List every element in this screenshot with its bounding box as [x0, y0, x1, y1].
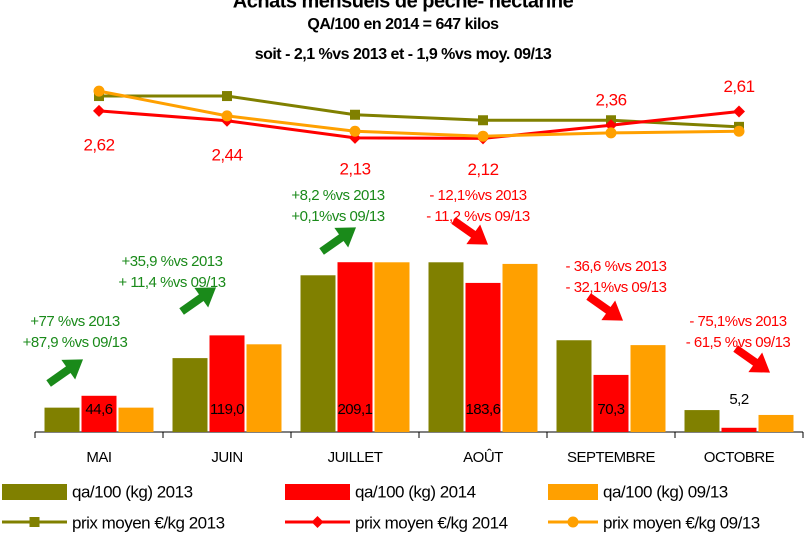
bar	[209, 335, 245, 432]
data-label: 2,44	[211, 145, 242, 164]
legend-label: prix moyen €/kg 2014	[355, 513, 508, 532]
data-label: 119,0	[210, 401, 244, 418]
arrow	[586, 293, 624, 321]
data-point	[93, 85, 105, 97]
annotation: - 32,1%vs 09/13	[566, 279, 667, 296]
data-point	[477, 130, 489, 142]
bar	[172, 358, 208, 432]
data-point	[733, 105, 745, 118]
annotation: - 61,5 %vs 09/13	[686, 334, 791, 351]
legend-swatch	[285, 484, 350, 500]
x-tick-label: SEPTEMBRE	[567, 449, 656, 466]
legend-label: qa/100 (kg) 2014	[355, 482, 476, 501]
chart-title: Achats mensuels de pêche- nectarine	[233, 0, 574, 12]
data-label: 2,36	[595, 91, 626, 110]
legend-marker	[311, 516, 324, 528]
x-tick-label: JUILLET	[328, 449, 383, 466]
data-label: 183,6	[465, 401, 500, 418]
data-point	[605, 127, 617, 139]
annotation: - 12,1%vs 2013	[429, 187, 526, 204]
annotation: +87,9 %vs 09/13	[23, 334, 128, 351]
arrow-shape	[46, 359, 84, 387]
chart-subtitle: QA/100 en 2014 = 647 kilos	[307, 16, 499, 33]
bar	[428, 262, 464, 432]
legend-label: qa/100 (kg) 2013	[72, 482, 193, 501]
bar	[465, 282, 501, 432]
arrow-shape	[586, 293, 624, 321]
line	[98, 89, 740, 138]
data-point	[350, 109, 360, 120]
data-point	[478, 115, 488, 126]
legend-label: prix moyen €/kg 2013	[72, 513, 225, 532]
data-label: 2,62	[83, 135, 114, 154]
bar	[630, 345, 666, 432]
data-point	[349, 125, 361, 137]
annotation: +8,2 %vs 2013	[291, 187, 384, 204]
bar	[374, 262, 410, 432]
data-label: 2,12	[467, 160, 498, 179]
data-point	[221, 110, 233, 122]
annotation: - 11,2 %vs 09/13	[426, 208, 530, 225]
bar	[721, 427, 757, 432]
annotation: - 75,1%vs 2013	[689, 313, 786, 330]
data-label: 70,3	[597, 401, 624, 418]
annotation: +77 %vs 2013	[30, 313, 120, 330]
legend-label: prix moyen €/kg 09/13	[603, 513, 760, 532]
data-point	[605, 119, 617, 132]
annotation: +0,1%vs 09/13	[291, 208, 384, 225]
bar	[593, 374, 629, 432]
bar	[44, 407, 80, 432]
arrow	[733, 345, 771, 373]
bar	[758, 414, 794, 432]
data-point	[93, 104, 105, 117]
data-label: 44,6	[85, 401, 112, 418]
x-tick-label: AOÛT	[463, 449, 503, 466]
bar	[81, 395, 117, 432]
arrow-shape	[319, 227, 357, 255]
data-point	[733, 125, 745, 137]
data-point	[222, 91, 232, 102]
legend-marker	[29, 517, 40, 527]
line	[99, 94, 740, 129]
data-label: 209,1	[337, 401, 372, 418]
x-tick-label: JUIN	[211, 449, 242, 466]
data-label: 2,61	[723, 77, 754, 96]
arrow	[319, 227, 357, 255]
bar	[337, 262, 373, 432]
legend-marker	[567, 516, 579, 528]
annotation: - 36,6 %vs 2013	[566, 258, 667, 275]
x-tick-label: OCTOBRE	[704, 449, 775, 466]
arrow	[46, 359, 84, 387]
annotation: + 11,4 %vs 09/13	[118, 274, 225, 291]
arrow-shape	[733, 345, 771, 373]
bar	[556, 340, 592, 432]
arrow	[451, 217, 489, 245]
annotation: +35,9 %vs 2013	[122, 253, 223, 270]
bar	[684, 410, 720, 432]
x-tick-label: MAI	[86, 449, 111, 466]
arrow-shape	[179, 287, 217, 315]
bar	[118, 407, 154, 432]
bar	[246, 344, 282, 432]
arrow-shape	[451, 217, 489, 245]
line	[98, 109, 740, 140]
bar	[502, 263, 538, 432]
chart-subtitle: soit - 2,1 %vs 2013 et - 1,9 %vs moy. 09…	[255, 46, 552, 63]
data-label: 5,2	[729, 391, 749, 408]
legend-label: qa/100 (kg) 09/13	[603, 482, 728, 501]
bar	[300, 275, 336, 432]
arrow	[179, 287, 217, 315]
legend-swatch	[548, 484, 598, 500]
legend-swatch	[2, 484, 67, 500]
data-label: 2,13	[339, 159, 370, 178]
